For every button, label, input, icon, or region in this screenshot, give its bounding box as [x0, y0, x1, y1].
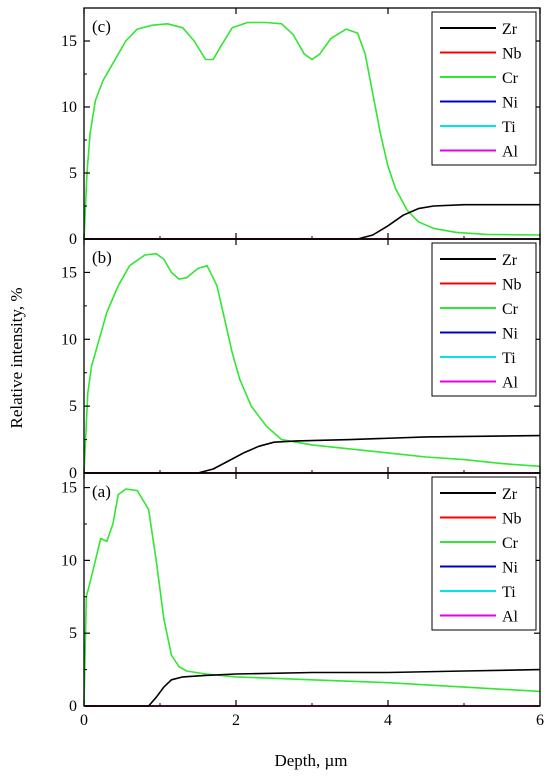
legend-label-ni-b: Ni [502, 326, 519, 343]
legend-label-zr-a: Zr [502, 486, 518, 503]
legend-label-cr-c: Cr [502, 70, 519, 87]
legend-label-ni-a: Ni [502, 560, 519, 577]
y-tick-label-a: 15 [61, 480, 77, 497]
y-tick-label-a: 5 [69, 625, 77, 642]
y-tick-label-b: 10 [61, 331, 77, 348]
legend-label-al-b: Al [502, 375, 519, 392]
y-tick-label-b: 5 [69, 398, 77, 415]
series-line-zr-c [84, 203, 540, 240]
panel-c: 0 5 10 15 (c) Zr Nb Cr Ni Ti Al [61, 7, 541, 248]
x-tick-label: 6 [536, 712, 544, 729]
legend-label-cr-b: Cr [502, 301, 519, 318]
series-line-cr-a [83, 488, 541, 707]
legend-label-nb-b: Nb [502, 277, 522, 294]
legend-box-c [431, 11, 537, 166]
panel-b: 0 5 10 15 (b) Zr Nb Cr Ni Ti Al [61, 238, 541, 482]
y-tick-label-b: 15 [61, 264, 77, 281]
y-tick-label-a: 0 [69, 698, 77, 715]
legend-label-ti-a: Ti [502, 584, 516, 601]
y-tick-label-b: 0 [69, 465, 77, 482]
legend-label-ti-c: Ti [502, 119, 516, 136]
y-axis-title: Relative intensity, % [7, 287, 26, 428]
legend-label-ni-c: Ni [502, 95, 519, 112]
x-tick-label: 0 [80, 712, 88, 729]
y-tick-label-c: 0 [69, 231, 77, 248]
series-line-cr-b [83, 252, 541, 474]
series-line-zr-a [84, 668, 541, 707]
legend-label-nb-c: Nb [502, 46, 522, 63]
x-tick-label: 4 [384, 712, 392, 729]
y-tick-label-a: 10 [61, 552, 77, 569]
panel-label-a: (a) [92, 482, 111, 501]
y-tick-label-c: 10 [61, 99, 77, 116]
legend-box-a [431, 476, 537, 631]
legend-label-ti-b: Ti [502, 350, 516, 367]
y-tick-label-c: 5 [69, 165, 77, 182]
legend-label-nb-a: Nb [502, 511, 522, 528]
series-line-cr-c [83, 21, 541, 240]
x-tick-label: 2 [232, 712, 240, 729]
legend-label-zr-b: Zr [502, 252, 518, 269]
y-tick-label-c: 15 [61, 33, 77, 50]
panel-label-b: (b) [92, 248, 112, 267]
legend-label-cr-a: Cr [502, 535, 519, 552]
legend-label-al-a: Al [502, 609, 519, 626]
legend-label-al-c: Al [502, 144, 519, 161]
legend-box-b [431, 242, 537, 397]
panel-a: 0 5 10 15 0 2 4 6 (a) Zr Nb Cr Ni Ti Al [61, 472, 544, 729]
legend-label-zr-c: Zr [502, 21, 518, 38]
series-line-zr-b [84, 434, 541, 474]
panel-label-c: (c) [92, 17, 111, 36]
x-axis-title: Depth, µm [274, 751, 347, 770]
